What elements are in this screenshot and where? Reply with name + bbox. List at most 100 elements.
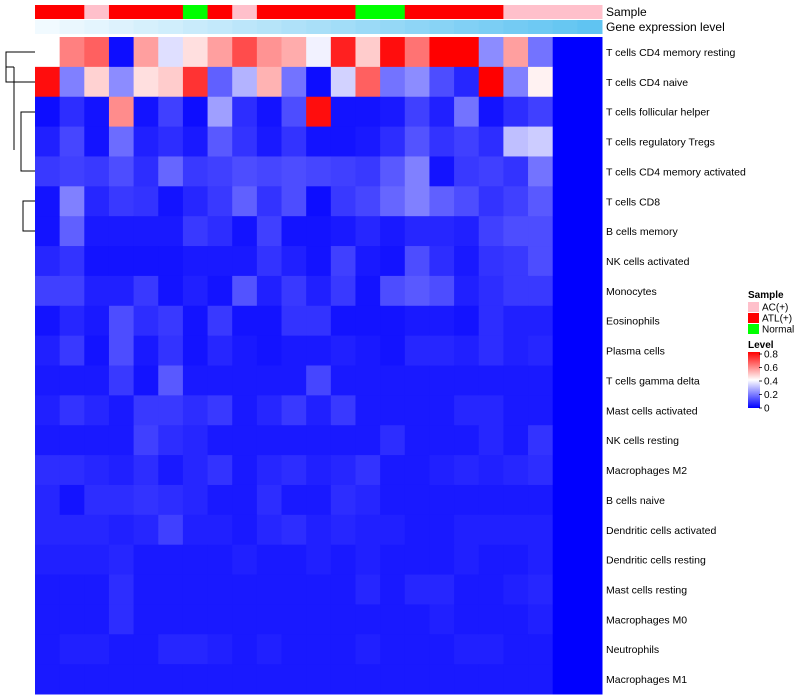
expression-annotation-cell <box>182 20 209 34</box>
heatmap-cell <box>429 37 455 68</box>
heatmap-cell <box>404 514 430 546</box>
sample-annotation-cell <box>552 5 578 19</box>
heatmap-cell <box>158 484 184 516</box>
heatmap-cell <box>528 335 554 366</box>
heatmap-cell <box>59 246 85 277</box>
sample-annotation-cell <box>207 5 233 19</box>
row-label: T cells regulatory Tregs <box>606 137 715 149</box>
heatmap-cell <box>84 156 110 187</box>
heatmap-cell <box>454 275 480 307</box>
heatmap-cell <box>281 484 307 516</box>
heatmap-cell <box>380 395 406 426</box>
heatmap-cell <box>380 126 406 157</box>
heatmap-cell <box>35 634 61 665</box>
heatmap-cell <box>256 455 283 486</box>
heatmap-cell <box>35 455 61 486</box>
heatmap-cell <box>330 37 356 68</box>
heatmap-cell <box>207 96 233 128</box>
heatmap-cell <box>281 156 307 187</box>
heatmap-cell <box>552 156 578 187</box>
heatmap-cell <box>478 335 504 366</box>
heatmap-cell <box>306 664 332 695</box>
heatmap-cell <box>281 544 307 576</box>
heatmap-cell <box>503 604 529 635</box>
heatmap-cell <box>108 96 135 128</box>
heatmap-cell <box>577 126 603 157</box>
heatmap-cell <box>454 455 480 486</box>
heatmap-cell <box>207 455 233 486</box>
heatmap-cell <box>306 126 332 157</box>
heatmap-cell <box>528 514 554 546</box>
expression-annotation-cell <box>330 20 356 34</box>
heatmap-cell <box>454 216 480 247</box>
heatmap-cell <box>306 544 332 576</box>
sample-annotation-cell <box>454 5 480 19</box>
heatmap-cell <box>429 425 455 456</box>
expression-annotation-cell <box>552 20 578 34</box>
heatmap-cell <box>35 365 61 396</box>
heatmap-cell <box>429 604 455 635</box>
heatmap-cell <box>158 246 184 277</box>
heatmap-cell <box>281 514 307 546</box>
heatmap-cell <box>528 365 554 396</box>
heatmap-cell <box>528 96 554 128</box>
heatmap-cell <box>577 634 603 665</box>
heatmap-cell <box>108 514 135 546</box>
heatmap-cell <box>552 126 578 157</box>
heatmap-cell <box>478 275 504 307</box>
heatmap-cell <box>281 37 307 68</box>
heatmap-cell <box>355 216 381 247</box>
heatmap-cell <box>232 96 258 128</box>
heatmap-cell <box>281 186 307 217</box>
annotation-label-gene-expression: Gene expression level <box>606 20 725 34</box>
heatmap-cell <box>59 395 85 426</box>
heatmap-cell <box>108 395 135 426</box>
heatmap-cell <box>429 574 455 605</box>
heatmap-cell <box>577 455 603 486</box>
heatmap-cell <box>84 574 110 605</box>
heatmap-cell <box>133 335 159 366</box>
heatmap-cell <box>306 275 332 307</box>
heatmap-cell <box>281 66 307 98</box>
legend-sample-swatch <box>748 302 759 312</box>
heatmap-cell <box>330 604 356 635</box>
heatmap-cell <box>380 156 406 187</box>
sample-annotation-cell <box>158 5 184 19</box>
heatmap-cell <box>454 305 480 337</box>
sample-annotation-cell <box>306 5 332 19</box>
heatmap-cell <box>552 544 578 576</box>
heatmap-cell <box>577 216 603 247</box>
heatmap-cell <box>232 126 258 157</box>
heatmap-cell <box>306 455 332 486</box>
legend-sample-label: ATL(+) <box>762 314 792 325</box>
row-label: T cells CD8 <box>606 196 660 208</box>
heatmap-cell <box>158 634 184 665</box>
heatmap-cell <box>182 544 209 576</box>
heatmap-cell <box>281 395 307 426</box>
heatmap-cell <box>84 126 110 157</box>
heatmap-cell <box>256 514 283 546</box>
heatmap-cell <box>404 275 430 307</box>
heatmap-cell <box>577 246 603 277</box>
heatmap-cell <box>59 514 85 546</box>
legend-sample-title: Sample <box>748 290 784 301</box>
heatmap-cell <box>552 186 578 217</box>
heatmap-cell <box>281 305 307 337</box>
heatmap-cell <box>182 634 209 665</box>
heatmap-cell <box>330 126 356 157</box>
heatmap-cell <box>503 664 529 695</box>
heatmap-cell <box>454 395 480 426</box>
heatmap-cell <box>108 246 135 277</box>
heatmap-cell <box>503 514 529 546</box>
heatmap-cell <box>232 484 258 516</box>
heatmap-cell <box>577 156 603 187</box>
heatmap-cell <box>158 126 184 157</box>
heatmap-cell <box>281 246 307 277</box>
heatmap-cell <box>404 246 430 277</box>
expression-annotation-cell <box>306 20 332 34</box>
legend-level-tick-label: 0.8 <box>764 350 778 361</box>
heatmap-cell <box>84 275 110 307</box>
heatmap-cell <box>404 37 430 68</box>
heatmap-cell <box>380 335 406 366</box>
heatmap-cell <box>84 216 110 247</box>
